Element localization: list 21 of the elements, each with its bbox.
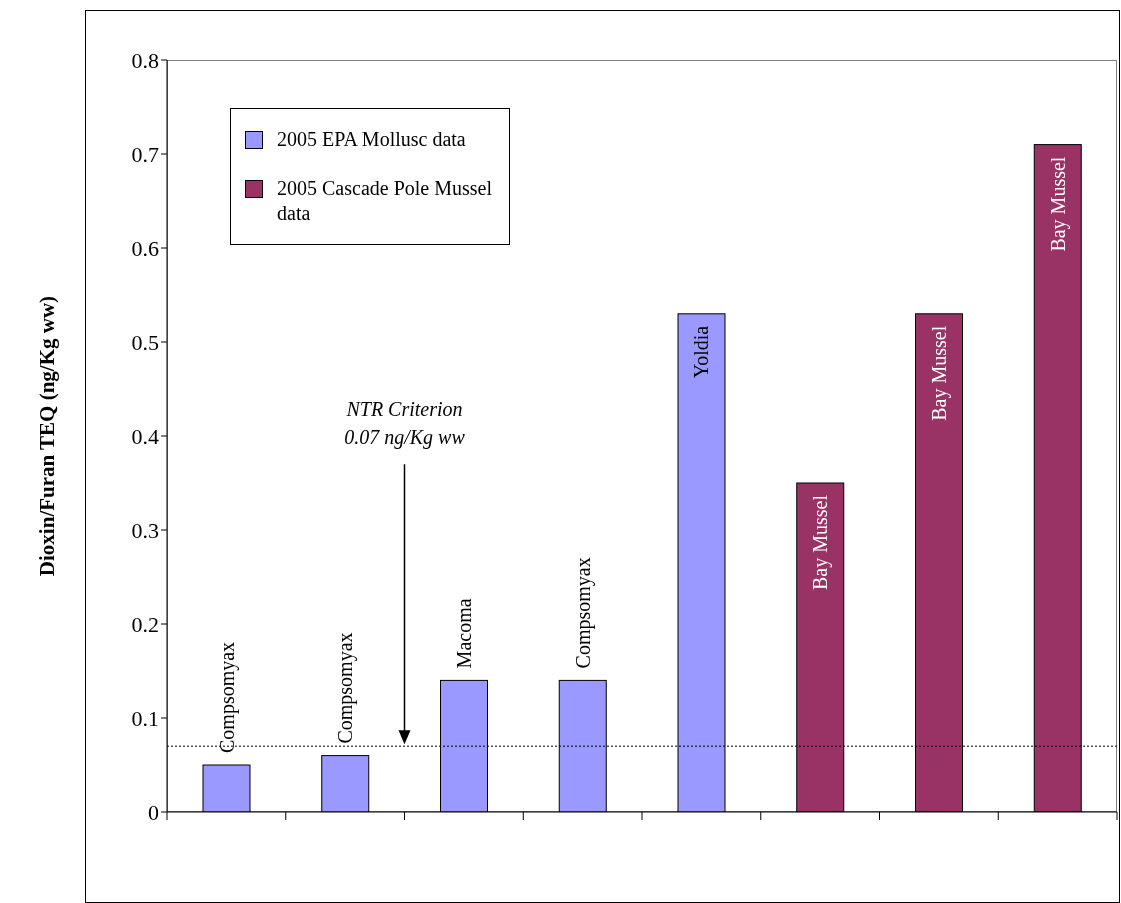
annotation: Compsomyax	[334, 632, 358, 744]
annotation: Compsomyax	[215, 641, 239, 753]
annotation: Bay Mussel	[928, 325, 951, 421]
annotation: Bay Mussel	[809, 494, 833, 590]
y-tick-label: 0.7	[131, 141, 159, 167]
y-axis-title: Dioxin/Furan TEQ (ng/Kg ww)	[35, 295, 59, 577]
y-tick-label: 0.5	[131, 329, 159, 355]
annotation: Macoma	[453, 598, 475, 669]
annotation: NTR Criterion 0.07 ng/Kg ww	[344, 398, 466, 450]
y-tick-label: 0.2	[131, 611, 159, 637]
annotation: Compsomyax	[571, 557, 595, 669]
annotation: Bay Mussel	[1046, 156, 1070, 252]
y-tick-label: 0.8	[131, 47, 159, 73]
legend-label: 2005 Cascade Pole Mussel data	[277, 176, 493, 226]
annotation: Yoldia	[690, 325, 713, 379]
y-tick-label: 0.3	[131, 517, 159, 543]
y-tick-label: 0	[148, 799, 159, 825]
y-tick-label: 0.4	[131, 423, 159, 449]
y-tick-label: 0.6	[131, 235, 159, 261]
legend-label: 2005 EPA Mollusc data	[277, 127, 466, 152]
y-tick-label: 0.1	[131, 705, 159, 731]
